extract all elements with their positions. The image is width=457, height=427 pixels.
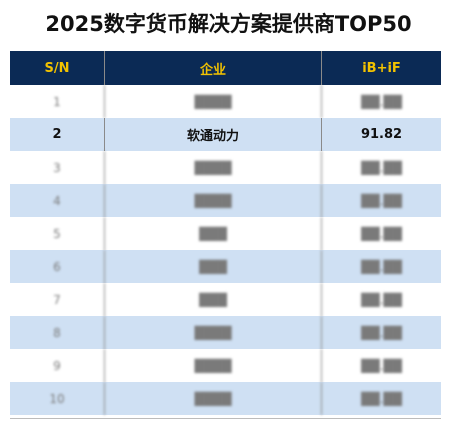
cell-company: ████ xyxy=(105,349,322,382)
column-header-company: 企业 xyxy=(105,51,322,85)
table-row: 6 ███ ██.██ xyxy=(10,250,441,283)
cell-company: ███ xyxy=(105,283,322,316)
table-row: 8 ████ ██.██ xyxy=(10,316,441,349)
table-row: 3 ████ ██.██ xyxy=(10,151,441,184)
table-header-row: S/N 企业 iB+iF xyxy=(10,51,441,85)
cell-score: ██.██ xyxy=(361,259,402,274)
cell-score: ██.██ xyxy=(361,160,402,175)
cell-sn: 6 xyxy=(10,250,105,283)
cell-company: ████ xyxy=(105,184,322,217)
cell-company: ████ xyxy=(105,85,322,118)
cell-sn: 10 xyxy=(10,382,105,415)
table-row: 5 ███ ██.██ xyxy=(10,217,441,250)
cell-score: ██.██ xyxy=(361,292,402,307)
cell-sn: 8 xyxy=(10,316,105,349)
table-title: 2025数字货币解决方案提供商TOP50 xyxy=(45,12,412,36)
table-row: 10 ████ ██.██ xyxy=(10,382,441,415)
cell-sn: 9 xyxy=(10,349,105,382)
cell-score: ██.██ xyxy=(361,94,402,109)
cell-company: ███ xyxy=(105,217,322,250)
table-row: 1 ████ ██.██ xyxy=(10,85,441,118)
cell-company: 软通动力 xyxy=(105,118,322,151)
column-header-sn: S/N xyxy=(10,51,105,85)
table-row: 9 ████ ██.██ xyxy=(10,349,441,382)
table-row: 2 软通动力 91.82 xyxy=(10,118,441,151)
ranking-table: S/N 企业 iB+iF 1 ████ ██.██ 2 软通动力 91.82 3 ████ ██… xyxy=(10,51,441,415)
cell-score: 91.82 xyxy=(360,127,403,142)
cell-company: ███ xyxy=(105,250,322,283)
cell-score: ██.██ xyxy=(361,193,402,208)
cell-sn: 2 xyxy=(10,118,105,151)
cell-score: ██.██ xyxy=(361,226,402,241)
cell-score: ██.██ xyxy=(361,391,402,406)
cell-sn: 5 xyxy=(10,217,105,250)
table-row: 4 ████ ██.██ xyxy=(10,184,441,217)
cell-score: ██.██ xyxy=(361,358,402,373)
cell-company: ████ xyxy=(105,316,322,349)
cell-sn: 1 xyxy=(10,85,105,118)
column-header-score: iB+iF xyxy=(362,60,401,76)
table-bottom-border xyxy=(10,418,441,419)
cell-sn: 4 xyxy=(10,184,105,217)
cell-company: ████ xyxy=(105,382,322,415)
cell-company: ████ xyxy=(105,151,322,184)
cell-sn: 7 xyxy=(10,283,105,316)
table-row: 7 ███ ██.██ xyxy=(10,283,441,316)
cell-sn: 3 xyxy=(10,151,105,184)
cell-score: ██.██ xyxy=(361,325,402,340)
table-body: 1 ████ ██.██ 2 软通动力 91.82 3 ████ ██.██ 4 ████ ██.██… xyxy=(10,85,441,415)
